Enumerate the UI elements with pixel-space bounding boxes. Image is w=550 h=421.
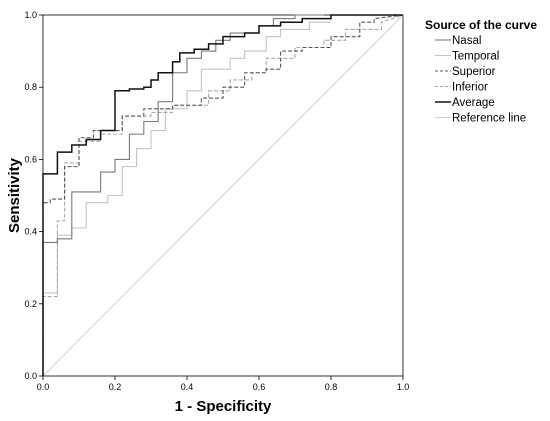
x-tick-label: 0.4 [181, 382, 194, 392]
legend: Source of the curve Nasal Temporal Superio… [425, 18, 537, 125]
y-axis: 0.0 0.2 0.4 0.6 0.8 1.0 [24, 10, 43, 381]
y-tick-label: 0.8 [24, 82, 37, 92]
x-axis-title: 1 - Specificity [175, 398, 272, 415]
x-tick-label: 0.0 [37, 382, 50, 392]
series-line-average [42, 14, 403, 376]
series-layer [42, 14, 404, 377]
legend-title: Source of the curve [425, 18, 537, 32]
series-line-inferior [42, 14, 404, 376]
x-axis: 0.0 0.2 0.4 0.6 0.8 1.0 [37, 376, 410, 392]
x-tick-label: 0.2 [109, 382, 122, 392]
plot-area [42, 14, 404, 377]
y-axis-title: Sensitivity [6, 157, 23, 233]
y-tick-label: 0.2 [24, 299, 37, 309]
x-tick-label: 0.6 [253, 382, 266, 392]
legend-label-nasal: Nasal [452, 35, 481, 47]
legend-label-temporal: Temporal [452, 51, 499, 63]
legend-label-reference-line: Reference line [452, 113, 526, 125]
y-tick-label: 0.0 [24, 371, 37, 381]
series-line-temporal [42, 21, 331, 376]
series-line-nasal [42, 14, 324, 376]
y-tick-label: 0.4 [24, 227, 37, 237]
y-tick-label: 1.0 [24, 10, 37, 20]
legend-items: Nasal Temporal Superior Inferior Average Refe… [435, 35, 526, 125]
legend-label-superior: Superior [452, 66, 496, 78]
series-line-reference-line [42, 14, 404, 377]
x-tick-label: 1.0 [397, 382, 410, 392]
y-tick-label: 0.6 [24, 154, 37, 164]
legend-label-inferior: Inferior [452, 82, 488, 94]
legend-label-average: Average [452, 97, 495, 109]
x-tick-label: 0.8 [325, 382, 338, 392]
series-line-superior [42, 14, 404, 376]
